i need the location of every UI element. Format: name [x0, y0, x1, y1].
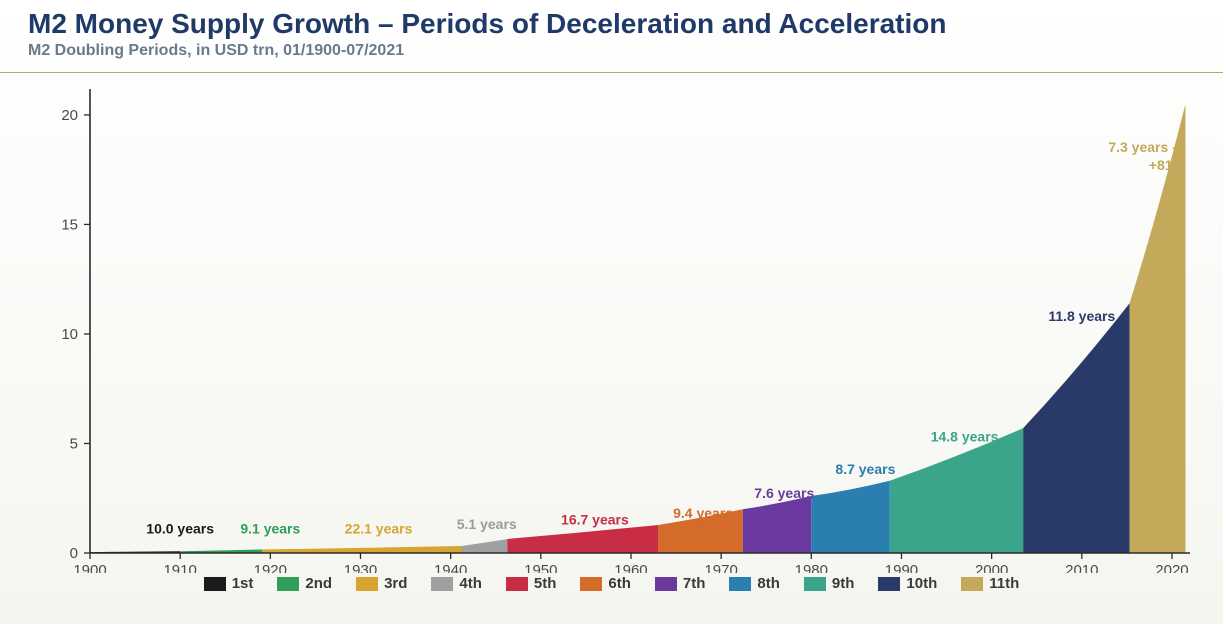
period-label-8th: 8.7 years — [835, 461, 895, 477]
area-segment-10th — [1023, 303, 1129, 553]
legend-swatch — [204, 577, 226, 591]
period-label-7th: 7.6 years — [754, 485, 814, 501]
y-tick-label: 15 — [61, 216, 78, 233]
x-tick-label: 1950 — [524, 562, 557, 573]
legend-label: 9th — [832, 575, 855, 592]
legend-label: 3rd — [384, 575, 407, 592]
legend-item-5th: 5th — [506, 575, 557, 592]
x-tick-label: 1940 — [434, 562, 467, 573]
legend-item-1st: 1st — [204, 575, 254, 592]
legend-swatch — [878, 577, 900, 591]
x-tick-label: 1960 — [614, 562, 647, 573]
x-tick-label: 1930 — [344, 562, 377, 573]
period-label-4th: 5.1 years — [457, 516, 517, 532]
legend-swatch — [655, 577, 677, 591]
legend-swatch — [356, 577, 378, 591]
chart-area: 0 5 10 15 20 1900 1910 1920 1930 1940 1950 1960 1970… — [0, 73, 1223, 613]
legend-item-3rd: 3rd — [356, 575, 407, 592]
y-tick-label: 10 — [61, 326, 78, 343]
legend-item-6th: 6th — [580, 575, 631, 592]
area-segment-7th — [743, 496, 812, 553]
period-label-5th: 16.7 years — [561, 512, 629, 528]
chart-title: M2 Money Supply Growth – Periods of Dece… — [28, 8, 1195, 40]
y-tick-label: 20 — [61, 107, 78, 124]
legend-item-9th: 9th — [804, 575, 855, 592]
x-tick-label: 1900 — [73, 562, 106, 573]
legend-label: 6th — [608, 575, 631, 592]
chart-header: M2 Money Supply Growth – Periods of Dece… — [0, 0, 1223, 72]
legend-item-4th: 4th — [431, 575, 482, 592]
period-label-1st: 10.0 years — [146, 520, 214, 536]
legend-swatch — [431, 577, 453, 591]
area-chart-svg: 0 5 10 15 20 1900 1910 1920 1930 1940 1950 1960 1970… — [0, 73, 1223, 573]
legend-swatch — [506, 577, 528, 591]
legend-item-10th: 10th — [878, 575, 937, 592]
period-label-3rd: 22.1 years — [345, 520, 413, 536]
legend-label: 2nd — [305, 575, 332, 592]
chart-legend: 1st 2nd 3rd 4th 5th 6th 7th 8th 9th 10th 11th — [0, 573, 1223, 595]
legend-label: 8th — [757, 575, 780, 592]
x-tick-label: 1990 — [885, 562, 918, 573]
legend-label: 10th — [906, 575, 937, 592]
x-tick-label: 2010 — [1065, 562, 1098, 573]
area-segment-5th — [507, 525, 658, 553]
legend-swatch — [277, 577, 299, 591]
legend-item-7th: 7th — [655, 575, 706, 592]
x-tick-label: 1970 — [704, 562, 737, 573]
area-segment-3rd — [262, 546, 461, 553]
period-label-2nd: 9.1 years — [240, 520, 300, 536]
period-label-6th: 9.4 years — [673, 505, 733, 521]
period-label-10th: 11.8 years — [1048, 308, 1115, 324]
legend-swatch — [580, 577, 602, 591]
area-segment-9th — [890, 428, 1023, 553]
legend-swatch — [804, 577, 826, 591]
legend-label: 7th — [683, 575, 706, 592]
legend-swatch — [729, 577, 751, 591]
area-segment-4th — [461, 539, 507, 553]
area-segment-8th — [811, 481, 889, 553]
x-tick-label: 1910 — [163, 562, 196, 573]
legend-swatch — [961, 577, 983, 591]
legend-item-11th: 11th — [961, 575, 1019, 592]
x-tick-label: 1920 — [254, 562, 287, 573]
x-tick-label: 2020 — [1155, 562, 1188, 573]
legend-item-2nd: 2nd — [277, 575, 332, 592]
period-label-9th: 14.8 years — [931, 428, 999, 444]
y-tick-label: 5 — [70, 435, 78, 452]
y-tick-label: 0 — [70, 545, 78, 562]
x-tick-label: 1980 — [795, 562, 828, 573]
legend-item-8th: 8th — [729, 575, 780, 592]
x-tick-label: 2000 — [975, 562, 1008, 573]
legend-label: 5th — [534, 575, 557, 592]
legend-label: 1st — [232, 575, 254, 592]
legend-label: 4th — [459, 575, 482, 592]
legend-label: 11th — [989, 575, 1019, 592]
chart-subtitle: M2 Doubling Periods, in USD trn, 01/1900… — [28, 42, 1195, 60]
